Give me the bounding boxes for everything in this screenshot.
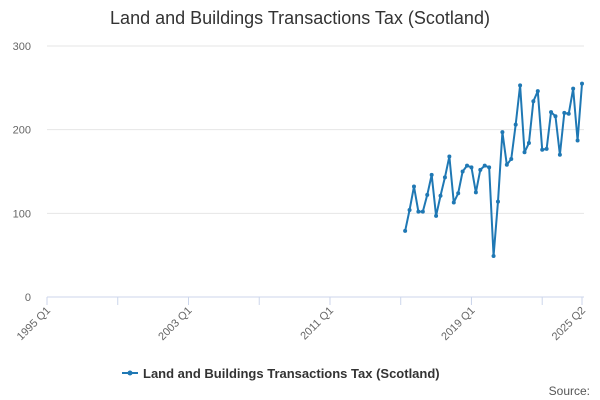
data-point[interactable] [535, 89, 540, 94]
data-point[interactable] [482, 163, 487, 168]
data-point[interactable] [513, 122, 518, 127]
data-point[interactable] [425, 192, 430, 197]
data-point[interactable] [531, 99, 536, 104]
series-group[interactable] [403, 81, 584, 258]
data-point[interactable] [491, 254, 496, 258]
data-point[interactable] [434, 213, 439, 218]
data-point[interactable] [420, 209, 425, 214]
y-tick-label: 100 [13, 208, 31, 220]
y-axis: 0 100 200 300 [13, 41, 31, 304]
chart-title: Land and Buildings Transactions Tax (Sco… [110, 8, 490, 28]
x-tick-label: 2025 Q2 [550, 305, 588, 343]
data-point[interactable] [553, 114, 558, 119]
data-point[interactable] [447, 154, 452, 159]
data-point[interactable] [522, 150, 527, 155]
data-point[interactable] [526, 141, 531, 146]
data-point[interactable] [460, 169, 465, 174]
data-point[interactable] [518, 83, 523, 88]
data-point[interactable] [495, 199, 500, 204]
x-tick-label: 1995 Q1 [15, 305, 53, 343]
y-tick-label: 0 [25, 292, 31, 304]
x-axis: 1995 Q1 2003 Q1 2011 Q1 2019 Q1 2025 Q2 [15, 296, 588, 343]
data-point[interactable] [575, 138, 580, 143]
data-point[interactable] [557, 152, 562, 157]
data-point[interactable] [566, 111, 571, 116]
data-point[interactable] [571, 86, 576, 91]
data-point[interactable] [504, 162, 509, 167]
series-line[interactable] [404, 82, 583, 257]
legend-symbol-marker [127, 370, 133, 376]
data-point[interactable] [562, 110, 567, 115]
legend[interactable]: Land and Buildings Transactions Tax (Sco… [122, 366, 440, 381]
data-point[interactable] [500, 130, 505, 135]
data-point[interactable] [416, 209, 421, 214]
data-point[interactable] [465, 163, 470, 168]
data-point[interactable] [438, 193, 443, 198]
data-point[interactable] [487, 165, 492, 170]
data-point[interactable] [456, 191, 461, 196]
x-tick-label: 2011 Q1 [298, 305, 336, 343]
data-point[interactable] [549, 110, 554, 115]
data-point[interactable] [544, 146, 549, 151]
x-tick-label: 2003 Q1 [156, 305, 194, 343]
gridlines [47, 45, 584, 214]
data-point[interactable] [478, 167, 483, 172]
data-point[interactable] [509, 156, 514, 161]
data-point[interactable] [442, 175, 447, 180]
legend-label[interactable]: Land and Buildings Transactions Tax (Sco… [143, 366, 440, 381]
credits-text[interactable]: Source: [549, 384, 590, 398]
data-point[interactable] [411, 184, 416, 189]
data-point[interactable] [580, 81, 584, 86]
y-tick-label: 300 [13, 41, 31, 53]
data-point[interactable] [429, 172, 434, 177]
data-point[interactable] [469, 165, 474, 170]
data-point[interactable] [451, 200, 456, 205]
y-tick-label: 200 [13, 125, 31, 137]
data-point[interactable] [407, 207, 412, 212]
data-point[interactable] [540, 147, 545, 152]
x-tick-label: 2019 Q1 [439, 305, 477, 343]
data-point[interactable] [403, 228, 408, 233]
data-point[interactable] [473, 190, 478, 195]
